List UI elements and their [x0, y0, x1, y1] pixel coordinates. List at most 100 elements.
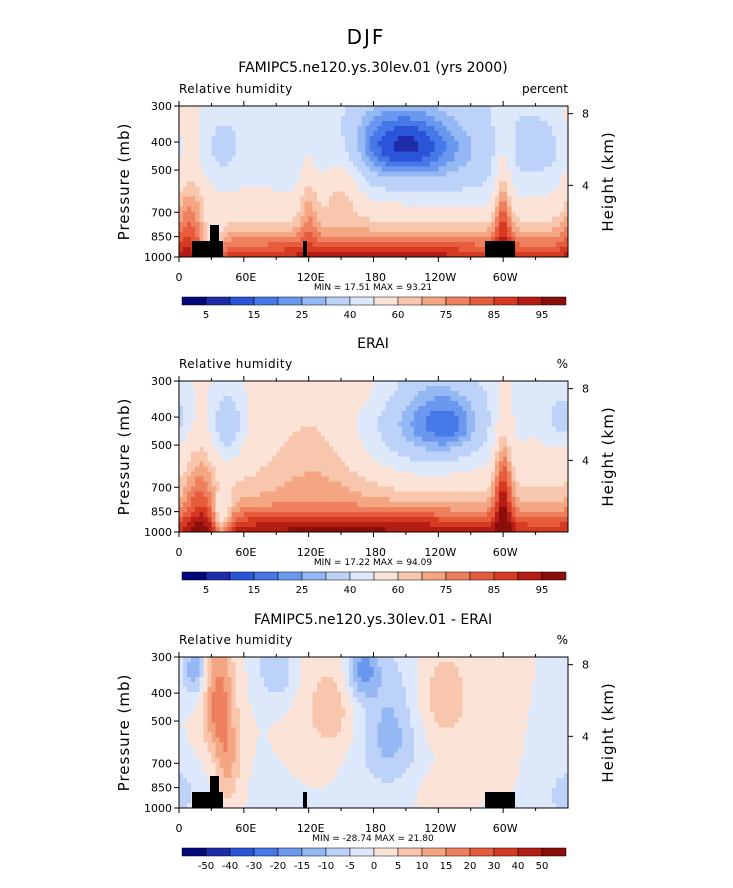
field-cell: [482, 441, 488, 448]
field-cell: [385, 141, 391, 147]
field-cell: [247, 146, 253, 152]
field-cell: [491, 421, 496, 427]
field-cell: [353, 151, 358, 157]
field-cell: [401, 386, 407, 392]
field-cell: [539, 131, 545, 137]
field-cell: [491, 216, 496, 223]
field-cell: [462, 401, 468, 407]
field-cell: [450, 106, 456, 112]
field-cell: [414, 171, 419, 178]
field-cell: [503, 406, 508, 412]
field-cell: [547, 476, 553, 483]
field-cell: [515, 181, 520, 188]
field-cell: [466, 246, 472, 253]
field-cell: [414, 161, 419, 167]
field-cell: [211, 441, 217, 448]
field-cell: [555, 141, 561, 147]
field-cell: [478, 121, 484, 127]
field-cell: [211, 211, 217, 218]
field-cell: [426, 226, 431, 233]
field-cell: [543, 461, 549, 468]
field-cell: [215, 416, 221, 422]
field-cell: [527, 431, 533, 437]
field-cell: [474, 406, 480, 412]
field-cell: [227, 241, 233, 248]
field-cell: [389, 391, 395, 397]
field-cell: [324, 221, 330, 228]
field-cell: [195, 466, 200, 473]
field-cell: [531, 471, 537, 478]
field-cell: [450, 431, 456, 437]
field-cell: [328, 241, 334, 248]
field-cell: [426, 171, 431, 178]
field-cell: [434, 211, 439, 218]
field-cell: [361, 481, 366, 488]
field-cell: [442, 181, 448, 188]
field-cell: [341, 136, 346, 142]
field-cell: [195, 156, 200, 162]
field-cell: [292, 201, 298, 208]
field-cell: [211, 446, 217, 453]
field-cell: [243, 481, 249, 488]
field-cell: [555, 116, 561, 122]
field-cell: [365, 411, 371, 417]
field-cell: [203, 426, 208, 432]
field-cell: [207, 216, 213, 223]
field-cell: [337, 451, 342, 458]
field-cell: [304, 196, 310, 203]
field-cell: [405, 216, 411, 223]
field-cell: [255, 201, 261, 208]
field-cell: [191, 131, 196, 137]
field-cell: [292, 181, 298, 188]
field-cell: [215, 386, 221, 392]
field-cell: [272, 186, 277, 193]
field-cell: [519, 236, 525, 243]
field-cell: [231, 451, 237, 458]
field-cell: [466, 441, 472, 448]
field-cell: [495, 401, 500, 407]
field-cell: [474, 416, 480, 422]
field-cell: [183, 196, 188, 203]
field-cell: [332, 156, 338, 162]
field-cell: [389, 241, 395, 248]
field-cell: [499, 406, 504, 412]
field-cell: [187, 431, 192, 437]
field-cell: [531, 391, 537, 397]
field-cell: [276, 451, 281, 458]
field-cell: [337, 481, 342, 488]
field-cell: [563, 396, 569, 402]
field-cell: [187, 421, 192, 427]
field-cell: [401, 206, 407, 213]
field-cell: [345, 421, 350, 427]
field-cell: [450, 161, 456, 167]
field-cell: [377, 201, 383, 208]
field-cell: [243, 161, 249, 167]
y-tick-label: 850: [151, 231, 172, 244]
field-cell: [365, 406, 371, 412]
field-cell: [328, 191, 334, 198]
field-cell: [450, 436, 456, 442]
field-cell: [401, 136, 407, 142]
field-cell: [543, 141, 549, 147]
field-cell: [191, 426, 196, 432]
field-cell: [255, 421, 261, 427]
field-cell: [324, 426, 330, 432]
field-cell: [373, 136, 379, 142]
field-cell: [486, 386, 492, 392]
field-cell: [292, 471, 298, 478]
field-cell: [251, 416, 257, 422]
field-cell: [414, 476, 419, 483]
field-cell: [272, 421, 277, 427]
field-cell: [486, 231, 492, 238]
field-cell: [231, 111, 237, 117]
field-cell: [292, 481, 298, 488]
field-cell: [527, 466, 533, 473]
field-cell: [292, 126, 298, 132]
field-cell: [430, 151, 435, 157]
field-cell: [308, 146, 314, 152]
field-cell: [280, 231, 285, 238]
field-cell: [385, 481, 391, 488]
field-cell: [183, 126, 188, 132]
field-cell: [385, 231, 391, 238]
field-cell: [199, 436, 204, 442]
